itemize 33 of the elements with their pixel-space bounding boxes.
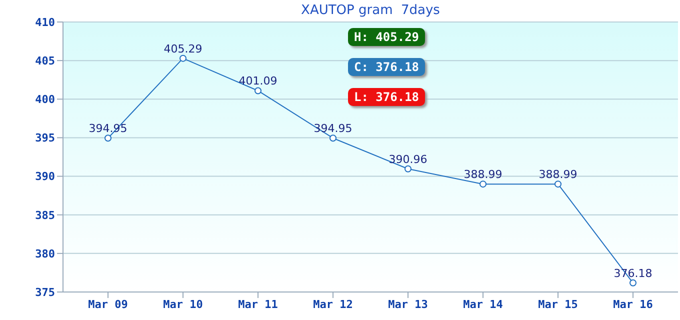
point xyxy=(480,180,486,188)
data-label: 388.99 xyxy=(538,168,578,182)
data-label: 401.09 xyxy=(238,74,278,88)
y-tick-label: 380 xyxy=(35,247,55,260)
x-tick-label: Mar 10 xyxy=(163,298,203,311)
point xyxy=(104,134,112,142)
x-tick-label: Mar 12 xyxy=(313,298,353,311)
data-label: 405.29 xyxy=(164,42,202,56)
point xyxy=(554,180,562,188)
x-tick-label: Mar 15 xyxy=(538,298,578,311)
data-label: 388.99 xyxy=(464,168,502,182)
y-tick-label: 385 xyxy=(35,208,55,222)
point xyxy=(180,54,186,62)
annotation: C: 376.18 xyxy=(348,58,426,76)
data-label: 390.96 xyxy=(388,152,428,166)
x-tick-label: Mar 16 xyxy=(613,298,654,311)
y-tick-label: 410 xyxy=(35,16,55,29)
annotation: H: 405.29 xyxy=(348,28,426,46)
annotation: L: 376.18 xyxy=(348,88,426,106)
y-tick-label: 400 xyxy=(35,93,55,106)
point xyxy=(404,165,412,172)
x-tick-label: Mar 13 xyxy=(388,298,428,311)
x-tick-label: Mar 11 xyxy=(238,298,278,311)
y-tick-label: 405 xyxy=(35,54,55,68)
chart-title: XAUTOP gram 7days xyxy=(300,3,441,18)
point xyxy=(330,134,336,142)
point xyxy=(254,87,262,94)
y-tick-label: 375 xyxy=(35,286,55,299)
x-tick-label: Mar 14 xyxy=(463,298,504,311)
x-tick-label: Mar 09 xyxy=(88,298,128,311)
y-tick-label: 390 xyxy=(35,170,55,184)
point xyxy=(630,279,636,286)
y-tick-label: 395 xyxy=(35,132,55,145)
